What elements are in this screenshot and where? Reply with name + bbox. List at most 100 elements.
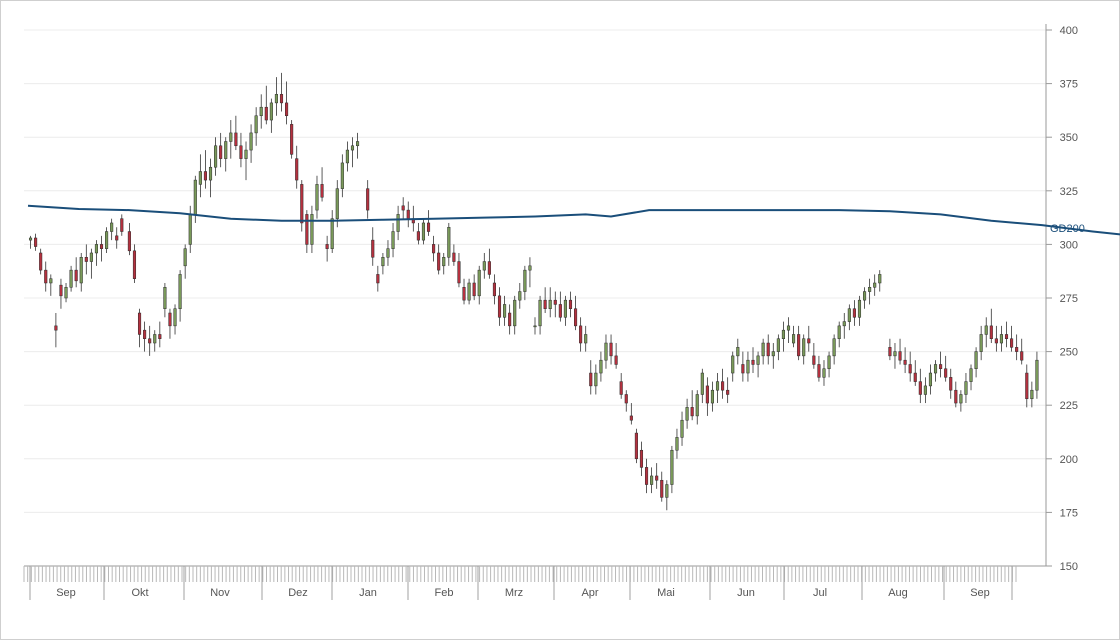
candle-body bbox=[513, 299, 517, 327]
candle-body bbox=[685, 407, 689, 421]
candle-body bbox=[49, 278, 53, 284]
candle-body bbox=[533, 325, 537, 328]
candle-body bbox=[457, 261, 461, 284]
candle-body bbox=[751, 359, 755, 365]
candle-body bbox=[812, 355, 816, 365]
candle-body bbox=[115, 235, 119, 241]
candle-body bbox=[680, 419, 684, 438]
candle-body bbox=[574, 308, 578, 327]
candle-body bbox=[969, 368, 973, 382]
x-month-label: Sep bbox=[56, 587, 76, 599]
candle-body bbox=[700, 372, 704, 395]
candle-body bbox=[984, 325, 988, 335]
candle-body bbox=[933, 364, 938, 374]
candle-body bbox=[229, 132, 233, 142]
x-month-label: Aug bbox=[888, 587, 908, 599]
candle-body bbox=[619, 381, 623, 395]
candle-body bbox=[69, 269, 73, 288]
x-month-label: Feb bbox=[435, 587, 454, 599]
candle-body bbox=[913, 372, 917, 382]
candle-body bbox=[1020, 351, 1024, 361]
candle-body bbox=[120, 218, 124, 232]
y-tick-label: 225 bbox=[1060, 400, 1078, 412]
y-tick-label: 325 bbox=[1060, 186, 1078, 198]
x-month-label: Jan bbox=[359, 587, 377, 599]
candle-body bbox=[28, 237, 33, 241]
candle-body bbox=[731, 355, 735, 374]
candle-body bbox=[84, 257, 88, 262]
candle-body bbox=[923, 385, 927, 395]
candle-body bbox=[132, 250, 137, 279]
candle-body bbox=[259, 106, 263, 117]
candle-body bbox=[639, 449, 644, 468]
candle-body bbox=[208, 166, 213, 181]
candle-body bbox=[568, 299, 573, 309]
candle-body bbox=[553, 299, 557, 305]
candle-body bbox=[300, 184, 304, 224]
candle-body bbox=[726, 389, 730, 395]
candle-body bbox=[746, 359, 750, 374]
candle-body bbox=[54, 325, 58, 331]
candle-body bbox=[715, 381, 720, 391]
candle-body bbox=[421, 222, 426, 241]
candle-body bbox=[254, 115, 258, 134]
candle-body bbox=[847, 308, 851, 322]
candle-body bbox=[736, 347, 740, 357]
candle-body bbox=[741, 364, 745, 374]
candle-body bbox=[928, 372, 933, 387]
candle-body bbox=[776, 338, 780, 352]
candle-body bbox=[863, 291, 867, 301]
candle-body bbox=[59, 284, 63, 297]
ma-line-gd200 bbox=[27, 204, 1120, 236]
candle-body bbox=[335, 188, 339, 219]
candle-body bbox=[239, 145, 243, 159]
candle-body bbox=[285, 102, 289, 117]
x-month-label: Dez bbox=[288, 587, 308, 599]
candle-body bbox=[110, 222, 114, 232]
y-tick-label: 350 bbox=[1060, 132, 1078, 144]
y-tick-label: 250 bbox=[1060, 347, 1078, 359]
candle-body bbox=[614, 355, 618, 365]
candle-body bbox=[462, 287, 466, 301]
candle-body bbox=[898, 351, 902, 361]
candle-body bbox=[74, 269, 78, 282]
y-tick-label: 400 bbox=[1060, 25, 1078, 37]
x-month-label: Nov bbox=[210, 587, 230, 599]
y-tick-label: 150 bbox=[1060, 561, 1078, 573]
candle-body bbox=[143, 329, 147, 339]
candle-body bbox=[274, 94, 278, 104]
candle-body bbox=[188, 214, 192, 245]
candle-body bbox=[264, 106, 268, 121]
candle-body bbox=[376, 274, 380, 284]
candle-body bbox=[543, 299, 547, 309]
candles bbox=[28, 72, 1039, 511]
candle-body bbox=[467, 282, 471, 301]
candle-body bbox=[1030, 389, 1034, 400]
candle-body bbox=[817, 364, 821, 378]
candle-body bbox=[340, 162, 344, 189]
candle-body bbox=[153, 334, 157, 344]
x-month-label: Jun bbox=[737, 587, 755, 599]
candle-body bbox=[366, 188, 370, 211]
candle-body bbox=[528, 265, 532, 271]
candle-body bbox=[827, 355, 831, 370]
x-month-label: Sep bbox=[970, 587, 990, 599]
candle-body bbox=[1025, 372, 1029, 400]
x-month-label: Mai bbox=[657, 587, 675, 599]
candle-body bbox=[244, 149, 248, 159]
candle-body bbox=[944, 368, 948, 378]
candle-body bbox=[406, 209, 410, 219]
candle-body bbox=[822, 368, 826, 378]
candle-body bbox=[249, 132, 253, 151]
candle-body bbox=[44, 269, 48, 284]
candle-body bbox=[690, 407, 694, 417]
grid-lines bbox=[24, 29, 1046, 567]
x-month-label: Apr bbox=[581, 587, 598, 599]
candle-body bbox=[994, 338, 998, 344]
candle-body bbox=[79, 257, 83, 284]
candle-body bbox=[432, 244, 436, 254]
candle-body bbox=[771, 351, 775, 357]
candle-body bbox=[219, 145, 223, 159]
candle-body bbox=[442, 257, 446, 267]
candle-body bbox=[857, 299, 862, 318]
